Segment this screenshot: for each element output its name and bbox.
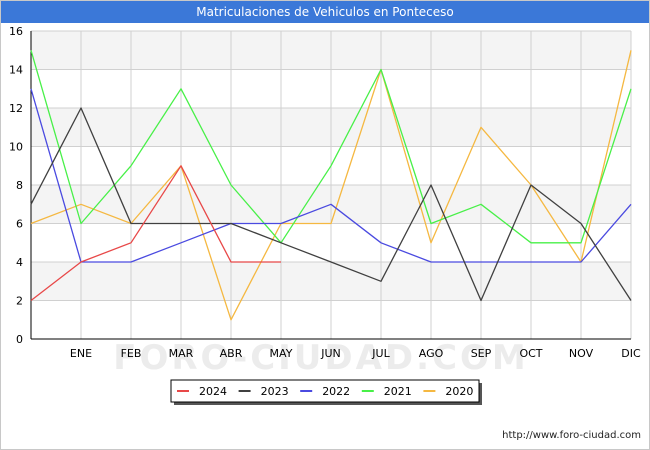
legend-label-2022: 2022	[322, 385, 350, 398]
x-tick-label: DIC	[621, 347, 641, 360]
series-line-2024	[30, 165, 281, 302]
x-tick-label: JUL	[371, 347, 390, 360]
y-tick-label: 0	[16, 333, 23, 346]
y-tick-label: 10	[9, 141, 23, 154]
x-tick-label: NOV	[569, 347, 594, 360]
legend-label-2021: 2021	[384, 385, 412, 398]
x-tick-label: AGO	[419, 347, 444, 360]
y-tick-label: 6	[16, 218, 23, 231]
series-line-2023	[30, 107, 632, 302]
x-tick-label: FEB	[121, 347, 142, 360]
series-line-2021	[30, 50, 632, 244]
chart-title: Matriculaciones de Vehiculos en Ponteces…	[1, 1, 649, 23]
legend-label-2020: 2020	[445, 385, 473, 398]
x-tick-label: MAY	[270, 347, 293, 360]
y-tick-label: 14	[9, 64, 23, 77]
x-tick-label: OCT	[519, 347, 542, 360]
source-url[interactable]: http://www.foro-ciudad.com	[502, 430, 641, 441]
x-tick-label: MAR	[169, 347, 194, 360]
x-tick-label: ABR	[220, 347, 243, 360]
y-tick-label: 16	[9, 25, 23, 38]
legend	[170, 379, 480, 403]
legend-label-2023: 2023	[261, 385, 289, 398]
watermark: FORO-CIUDAD.COM	[113, 338, 529, 378]
series-line-2022	[30, 88, 632, 263]
y-tick-label: 4	[16, 256, 23, 269]
y-tick-label: 8	[16, 179, 23, 192]
x-tick-label: ENE	[70, 347, 92, 360]
y-tick-label: 12	[9, 102, 23, 115]
legend-label-2024: 2024	[199, 385, 227, 398]
x-tick-label: JUN	[320, 347, 341, 360]
y-tick-label: 2	[16, 295, 23, 308]
x-tick-label: SEP	[471, 347, 492, 360]
